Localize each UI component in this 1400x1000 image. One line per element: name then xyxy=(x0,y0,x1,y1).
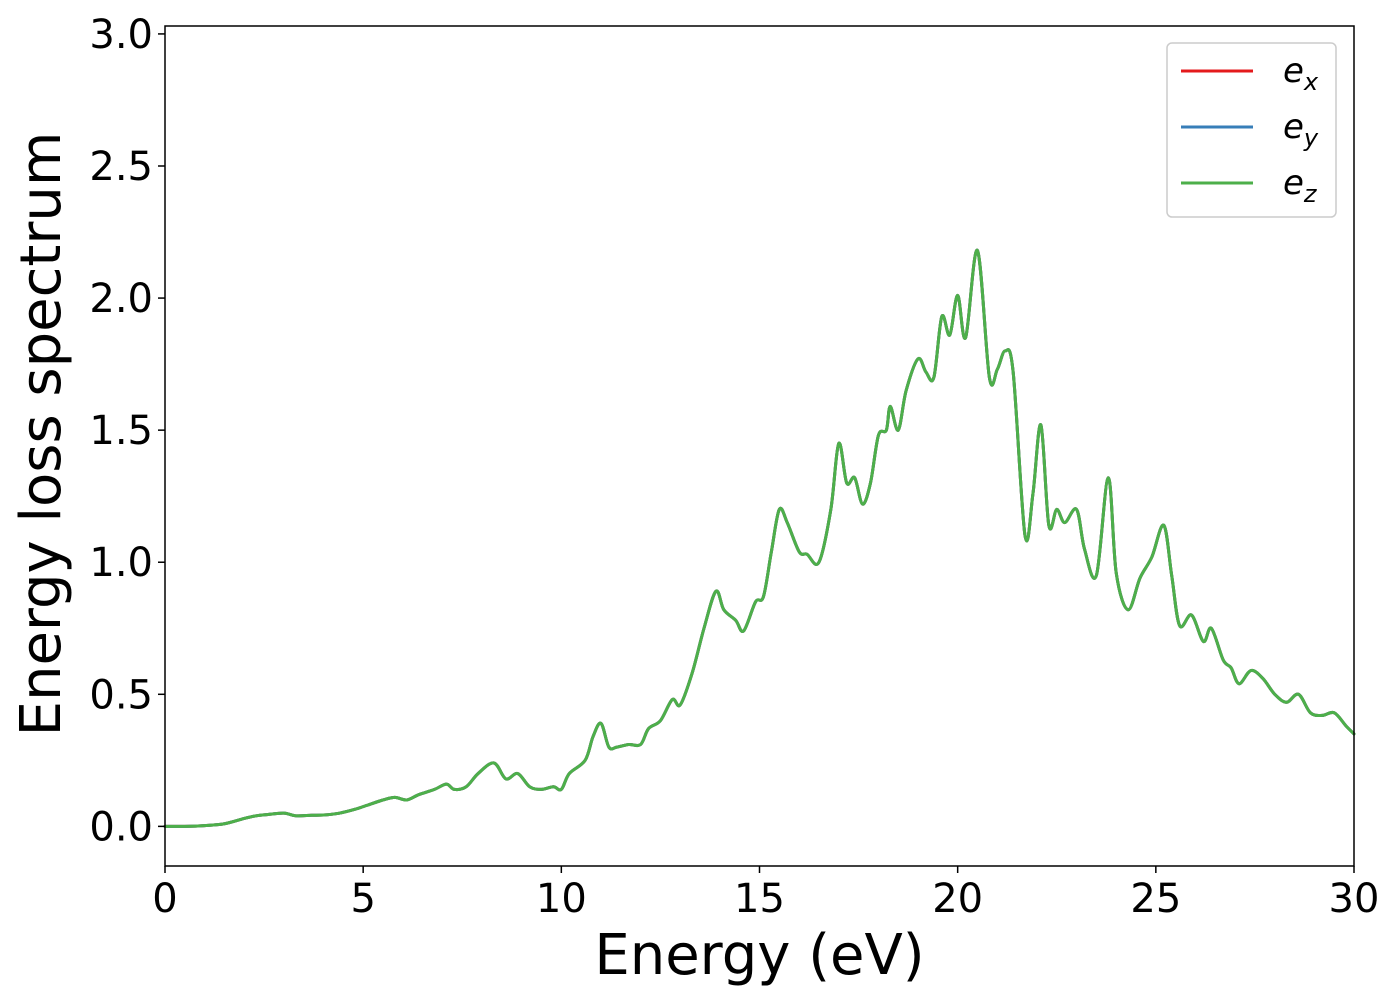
y-tick-label: 0.5 xyxy=(89,672,153,718)
legend-label-ex: ex xyxy=(1283,51,1319,96)
x-tick-label: 25 xyxy=(1130,876,1181,922)
y-tick-label: 1.0 xyxy=(89,540,153,586)
x-tick-label: 10 xyxy=(536,876,587,922)
x-axis: 0 5 10 15 20 25 30 xyxy=(152,866,1379,922)
series-line-ez xyxy=(163,249,1356,828)
series-layer xyxy=(163,249,1356,828)
legend-label-ey: ey xyxy=(1283,107,1319,152)
legend-label-ez: ez xyxy=(1283,163,1318,208)
x-tick-label: 15 xyxy=(734,876,785,922)
x-tick-label: 30 xyxy=(1329,876,1380,922)
y-tick-label: 0.0 xyxy=(89,804,153,850)
y-tick-label: 2.0 xyxy=(89,276,153,322)
x-axis-label: Energy (eV) xyxy=(594,923,924,988)
y-tick-label: 1.5 xyxy=(89,408,153,454)
y-tick-label: 2.5 xyxy=(89,144,153,190)
y-tick-label: 3.0 xyxy=(89,12,153,58)
x-tick-label: 5 xyxy=(350,876,375,922)
y-axis: 0.0 0.5 1.0 1.5 2.0 2.5 3.0 xyxy=(89,12,165,850)
y-axis-label: Energy loss spectrum xyxy=(9,132,74,737)
legend: ex ey ez xyxy=(1166,42,1337,218)
x-tick-label: 0 xyxy=(152,876,177,922)
x-tick-label: 20 xyxy=(932,876,983,922)
legend-box xyxy=(1166,42,1337,218)
